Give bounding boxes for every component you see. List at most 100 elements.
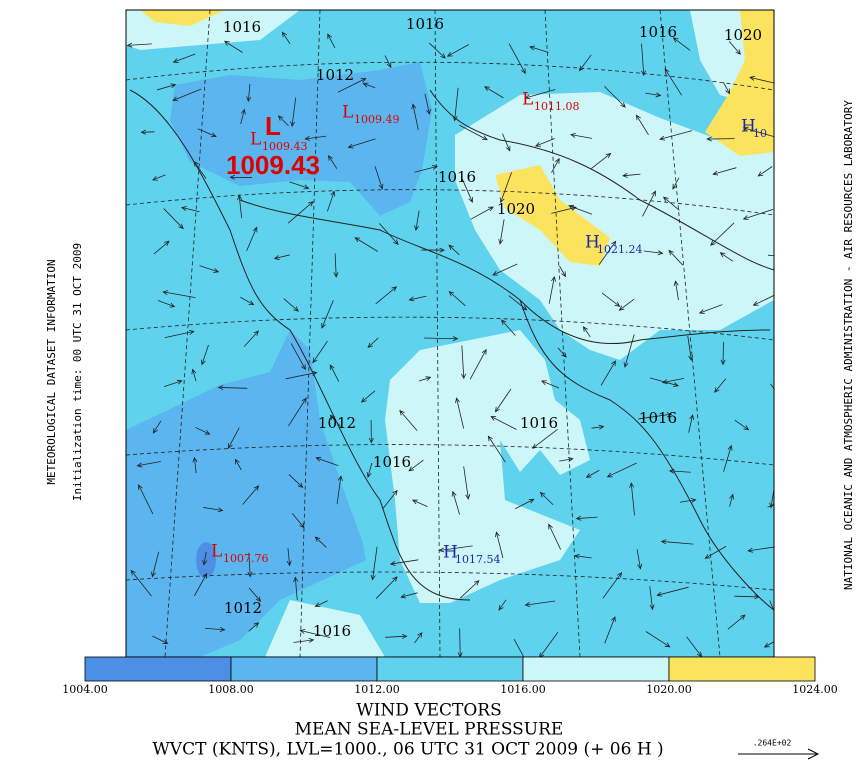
contour-label: 1016 <box>639 23 677 41</box>
contour-label: 1020 <box>497 200 535 218</box>
center-symbol: H <box>741 117 756 137</box>
wind-arrow <box>469 348 487 380</box>
wind-arrow <box>304 135 327 141</box>
wind-arrow <box>389 559 419 566</box>
wind-arrow <box>408 459 424 472</box>
colorbar-tick: 1024.00 <box>792 683 838 696</box>
wind-arrow <box>729 493 735 507</box>
wind-arrow <box>600 360 616 386</box>
wind-arrow <box>192 456 198 474</box>
wind-arrow <box>452 87 459 122</box>
wind-arrow <box>172 53 196 63</box>
wind-arrow <box>769 600 774 612</box>
wind-arrow <box>411 499 428 508</box>
contour-label: 1016 <box>313 622 351 640</box>
wind-arrow <box>604 616 616 644</box>
colorbar: 1004.00 1008.00 1012.00 1016.00 1020.00 1024.… <box>62 656 838 696</box>
wind-arrow <box>548 523 562 550</box>
wind-arrow <box>742 126 774 138</box>
wind-arrow <box>502 133 511 152</box>
wind-arrow <box>227 427 240 449</box>
map <box>126 10 801 657</box>
center-symbol: L <box>250 130 261 150</box>
wind-arrow <box>240 296 255 306</box>
wind-arrow <box>237 194 243 219</box>
wind-arrow <box>414 631 423 644</box>
wind-arrow <box>281 31 291 44</box>
wind-arrow <box>289 181 310 190</box>
wind-arrow <box>283 298 299 312</box>
colorbar-tick: 1016.00 <box>500 683 546 696</box>
wind-arrow <box>200 344 209 366</box>
wind-arrow <box>347 138 376 149</box>
wind-arrow <box>366 462 373 478</box>
wind-arrow <box>151 174 166 181</box>
wind-arrow <box>656 586 689 597</box>
wind-arrow <box>698 304 723 314</box>
wind-arrow <box>327 154 338 169</box>
wind-arrow <box>720 341 726 366</box>
wind-arrow <box>246 226 258 251</box>
wind-arrow <box>360 390 376 403</box>
colorbar-box <box>84 656 232 682</box>
wind-arrow <box>779 431 801 452</box>
wind-arrow <box>635 114 649 136</box>
wind-arrow <box>688 414 695 433</box>
contour-label: 1016 <box>373 453 411 471</box>
pressure-1016-1020 <box>455 92 774 360</box>
wind-arrow <box>483 86 504 99</box>
wind-arrow <box>164 379 183 388</box>
wind-arrow <box>197 128 217 138</box>
center-symbol: H <box>585 233 600 253</box>
wind-arrow <box>293 576 299 601</box>
wind-arrow <box>714 378 727 393</box>
wind-arrow <box>722 82 731 95</box>
wind-arrow <box>379 223 399 245</box>
wind-arrow <box>202 551 208 566</box>
wind-arrow <box>622 172 641 178</box>
wind-arrow <box>712 167 737 176</box>
wind-arrow <box>288 474 304 488</box>
wind-arrow <box>642 190 656 217</box>
wind-arrow <box>591 424 605 430</box>
dataset-info: METEOROLOGICAL DATASET INFORMATION <box>45 259 58 484</box>
wind-arrow <box>548 275 556 304</box>
wind-arrow <box>459 124 488 141</box>
wind-arrow <box>660 539 694 545</box>
pressure-1020-1024 <box>140 10 225 26</box>
wind-arrow <box>243 330 259 347</box>
wind-arrow <box>643 250 664 256</box>
wind-arrow <box>582 326 591 338</box>
colorbar-box <box>230 656 378 682</box>
wind-arrow <box>438 545 473 553</box>
wind-arrow <box>411 103 419 130</box>
contour-label: 1012 <box>316 66 354 84</box>
wind-arrow <box>384 55 392 69</box>
title-2: MEAN SEA-LEVEL PRESSURE <box>295 720 564 740</box>
coastline <box>129 89 774 611</box>
wind-arrow <box>661 377 685 385</box>
wind-arrow <box>664 68 683 96</box>
wind-arrow <box>606 462 637 478</box>
wind-arrow <box>672 37 691 51</box>
wind-arrow <box>645 631 671 648</box>
wind-arrow <box>461 345 467 380</box>
wind-arrow <box>636 549 643 570</box>
wind-arrow <box>727 614 746 630</box>
wind-arrow <box>487 435 506 463</box>
center-value: 10 <box>753 127 767 140</box>
wind-arrow <box>513 638 525 657</box>
colorbar-box <box>376 656 524 682</box>
wind-arrow <box>539 491 554 506</box>
wind-arrow <box>629 482 635 516</box>
wind-arrow <box>408 295 427 302</box>
wind-arrow <box>623 334 635 368</box>
wind-arrow <box>557 347 567 358</box>
wind-arrow <box>285 370 318 380</box>
wind-arrow <box>742 208 774 221</box>
wind-arrow <box>757 166 773 177</box>
wind-arrow <box>248 587 262 603</box>
wind-arrow <box>492 263 518 276</box>
colorbar-tick: 1020.00 <box>646 683 692 696</box>
wind-arrow <box>248 622 260 632</box>
